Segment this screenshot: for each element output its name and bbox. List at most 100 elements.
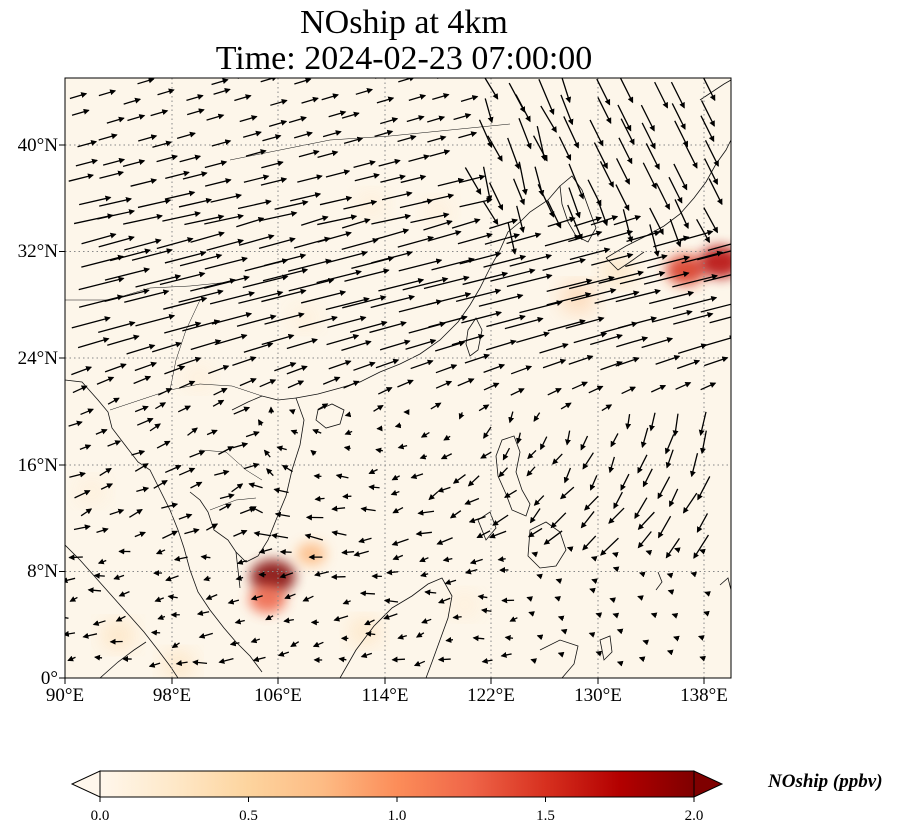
wind-arrow xyxy=(211,311,253,325)
wind-arrow xyxy=(370,294,416,309)
wind-arrow xyxy=(510,365,533,375)
wind-arrow xyxy=(203,575,211,582)
wind-arrow xyxy=(261,160,284,169)
wind-arrow xyxy=(317,150,339,158)
wind-arrow xyxy=(378,278,425,292)
wind-arrow xyxy=(383,598,399,604)
wind-arrow xyxy=(165,575,179,582)
wind-arrow xyxy=(481,657,493,664)
wind-arrow xyxy=(297,174,323,183)
wind-arrow xyxy=(619,270,666,285)
wind-arrow xyxy=(219,493,235,500)
wind-arrow xyxy=(213,87,231,95)
wind-arrow xyxy=(642,162,657,190)
wind-arrow xyxy=(422,193,455,203)
wind-arrow xyxy=(325,169,351,178)
wind-arrow xyxy=(697,635,705,641)
wind-arrow xyxy=(410,212,450,224)
wind-arrow xyxy=(274,199,309,210)
wind-arrow xyxy=(227,598,240,605)
wind-arrow xyxy=(98,235,135,248)
wind-arrow xyxy=(134,361,158,372)
wind-arrow xyxy=(674,199,689,229)
wind-arrow xyxy=(427,135,447,143)
wind-arrow xyxy=(464,497,480,505)
concentration-hotspot xyxy=(249,585,286,614)
wind-arrow xyxy=(317,403,329,411)
wind-arrow xyxy=(232,356,257,366)
wind-arrow xyxy=(406,115,425,123)
wind-arrow xyxy=(109,508,125,516)
wind-arrow xyxy=(235,575,244,581)
wind-arrow xyxy=(597,97,612,124)
wind-arrow xyxy=(156,440,171,449)
wind-arrow xyxy=(206,523,219,531)
wind-arrow xyxy=(196,610,210,616)
wind-arrow xyxy=(508,411,515,424)
wind-arrow xyxy=(699,548,706,555)
wind-arrow xyxy=(277,651,290,657)
wind-arrow xyxy=(509,253,553,267)
wind-arrow xyxy=(242,274,289,289)
axis-ticks xyxy=(59,144,705,684)
wind-arrow xyxy=(502,447,511,461)
wind-arrow xyxy=(157,614,166,621)
wind-arrow xyxy=(518,117,532,150)
wind-arrow xyxy=(268,119,288,127)
wind-arrow xyxy=(102,157,126,166)
wind-arrow xyxy=(343,380,360,389)
wind-arrow xyxy=(690,571,698,578)
colorbar-tick-label: 0.5 xyxy=(239,808,258,824)
wind-arrow xyxy=(65,617,69,619)
wind-arrow xyxy=(609,597,616,604)
wind-arrow xyxy=(533,412,541,422)
wind-arrow xyxy=(208,364,230,375)
wind-arrow xyxy=(452,614,462,621)
concentration-hotspot xyxy=(296,542,327,566)
wind-arrow xyxy=(153,480,168,489)
wind-arrow xyxy=(513,178,525,206)
wind-arrow xyxy=(700,115,715,143)
wind-arrow xyxy=(65,630,76,637)
wind-arrow xyxy=(164,190,196,200)
wind-arrow xyxy=(489,182,504,211)
wind-arrow xyxy=(693,534,710,559)
wind-arrow xyxy=(516,432,522,445)
wind-arrow xyxy=(561,78,572,104)
wind-arrow xyxy=(290,429,298,436)
wind-arrow xyxy=(152,140,173,148)
wind-arrow xyxy=(675,381,692,390)
wind-arrow xyxy=(250,594,263,601)
wind-arrow xyxy=(674,547,681,554)
wind-arrow xyxy=(375,358,400,369)
wind-arrow xyxy=(557,615,565,622)
wind-arrow xyxy=(376,96,395,104)
wind-arrow xyxy=(97,558,107,565)
wind-arrow xyxy=(252,656,266,663)
wind-arrow xyxy=(344,411,352,418)
wind-arrow xyxy=(536,634,544,641)
wind-arrow xyxy=(184,214,225,226)
wind-arrow xyxy=(568,163,585,200)
wind-arrow xyxy=(276,445,287,452)
wind-arrow xyxy=(566,546,574,553)
wind-arrow xyxy=(467,475,480,487)
wind-arrow xyxy=(106,116,125,124)
map-frame xyxy=(64,77,732,679)
wind-arrow xyxy=(437,486,451,493)
wind-arrow xyxy=(342,599,351,605)
wind-arrow xyxy=(536,573,543,580)
wind-arrow xyxy=(580,511,595,529)
wind-arrow xyxy=(157,88,175,96)
wind-arrow xyxy=(104,288,150,303)
wind-arrow xyxy=(98,89,117,97)
wind-arrow xyxy=(204,178,232,187)
wind-arrow xyxy=(218,446,234,455)
wind-arrow xyxy=(464,167,482,195)
wind-arrow xyxy=(582,452,594,470)
wind-arrow xyxy=(595,650,603,657)
wind-arrow xyxy=(154,596,165,603)
wind-arrow xyxy=(77,337,110,349)
wind-arrow xyxy=(617,316,658,329)
wind-arrow xyxy=(273,487,289,494)
